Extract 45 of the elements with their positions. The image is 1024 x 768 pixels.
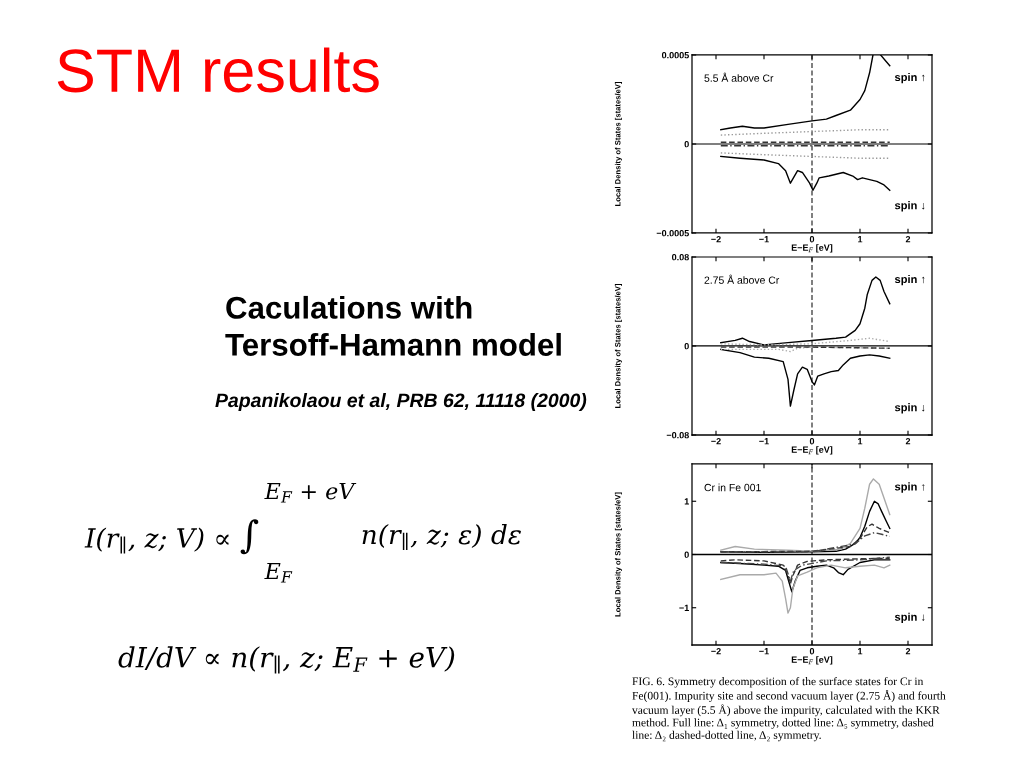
x-tick-label: −1 (759, 236, 769, 243)
text: Caculations with Tersoff-Hamann model (225, 295, 561, 356)
annotation: spin ↓ (894, 612, 925, 624)
x-axis-title: E−E$_{F}$ [eV] (791, 656, 833, 665)
y-tick-label: 0.08 (672, 253, 689, 261)
annotation: spin ↓ (894, 201, 925, 212)
x-tick-label: 1 (858, 648, 863, 655)
y-tick-label: 1 (684, 498, 689, 505)
x-tick-label: 0 (809, 648, 815, 655)
y-tick-label: 0 (684, 342, 689, 350)
y-tick-label: 0.0005 (661, 51, 689, 59)
text: STM results (57, 47, 379, 93)
text: dI/dV ∝ n(r$_{∥}$, z; E$_{F}$ + eV) (118, 646, 455, 674)
annotation: spin ↑ (894, 482, 925, 493)
x-axis-title: E−E$_{F}$ [eV] (791, 446, 833, 455)
x-tick-label: −2 (711, 648, 721, 655)
annotation: spin ↑ (894, 274, 925, 286)
annotation: 2.75 Å above Cr (704, 274, 780, 284)
x-axis-title: E−E$_{F}$ [eV] (791, 244, 833, 253)
x-tick-label: 2 (905, 236, 911, 243)
y-tick-label: −1 (679, 604, 689, 612)
text: E$_{F}$ (264, 562, 293, 583)
x-tick-label: 1 (858, 438, 863, 445)
x-tick-label: 1 (858, 236, 863, 243)
x-tick-label: 0 (809, 438, 815, 445)
x-tick-label: −2 (711, 438, 721, 445)
x-tick-label: −1 (759, 648, 769, 655)
text: E$_{F}$ + eV (264, 482, 357, 503)
y-tick-label: −0.08 (666, 431, 689, 439)
annotation: Cr in Fe 001 (704, 483, 761, 492)
x-tick-label: −1 (759, 438, 769, 445)
y-tick-label: −0.0005 (656, 229, 689, 237)
text: n(r$_{∥}$, z; ε) dε (362, 523, 521, 550)
x-tick-label: 2 (905, 438, 911, 445)
x-tick-label: 2 (905, 648, 911, 655)
text: I(r$_{∥}$, z; V) ∝ ∫ (84, 519, 259, 555)
annotation: spin ↓ (894, 403, 925, 414)
x-tick-label: 0 (809, 236, 815, 243)
caption: FIG. 6. Symmetry decomposition of the surface states for Cr in Fe(001). Impurity site and second vacuum layer (2.75 Å) and fourth vacuum layer (5.5 Å) above the impurity, calculated with the KKR method. Full line: Δ₁ symmetry, dotted line: Δ₅ symmetry, dashed line: Δ₂ dashed-dotted line, Δ₂ symmetry. (632, 677, 946, 742)
y-tick-label: 0 (684, 140, 689, 148)
x-tick-label: −2 (711, 236, 721, 243)
y-tick-label: 0 (684, 551, 689, 558)
text: Papanikolaou et al, PRB 62, 11118 (2000) (215, 392, 587, 412)
annotation: 5.5 Å above Cr (704, 72, 774, 82)
annotation: spin ↑ (894, 72, 925, 84)
